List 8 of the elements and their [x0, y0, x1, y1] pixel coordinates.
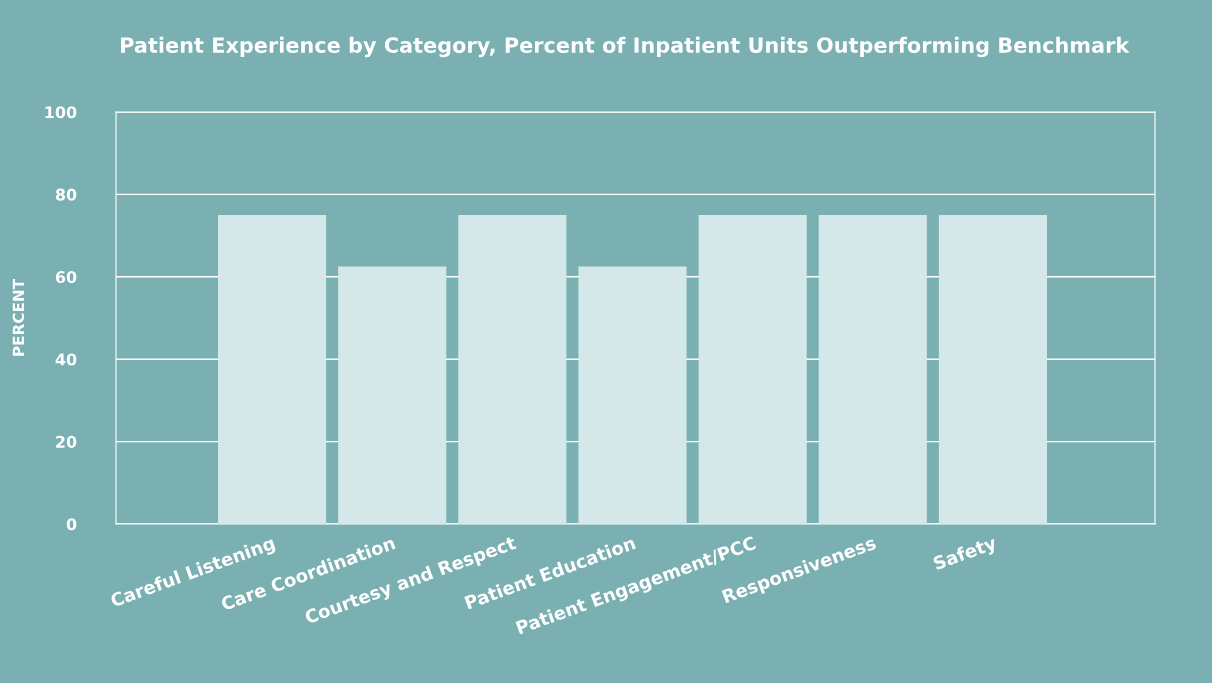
- y-tick-label: 20: [56, 435, 77, 448]
- y-axis-title: PERCENT: [12, 278, 25, 356]
- y-tick-label: 80: [55, 188, 77, 201]
- y-tick-label: 0: [66, 518, 77, 531]
- y-tick-label: 40: [55, 353, 77, 366]
- y-tick-label: 100: [45, 106, 77, 119]
- y-tick-label: 60: [55, 271, 77, 284]
- chart-title: Patient Experience by Category, Percent of Inpatient Units Outperforming Benchmark: [121, 36, 1130, 58]
